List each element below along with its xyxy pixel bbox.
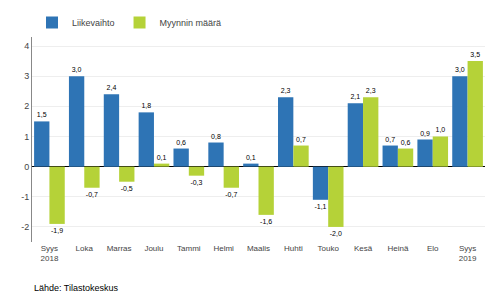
svg-text:Marras: Marras xyxy=(107,244,132,253)
svg-text:3,0: 3,0 xyxy=(72,66,82,73)
svg-text:-1,6: -1,6 xyxy=(260,218,272,225)
svg-text:Loka: Loka xyxy=(76,244,94,253)
svg-text:-2,0: -2,0 xyxy=(330,230,342,237)
svg-text:0,7: 0,7 xyxy=(385,136,395,143)
svg-text:-0,3: -0,3 xyxy=(190,179,202,186)
svg-text:2,4: 2,4 xyxy=(107,84,117,91)
svg-text:4: 4 xyxy=(24,41,29,51)
svg-text:1,5: 1,5 xyxy=(37,111,47,118)
svg-text:Touko: Touko xyxy=(318,244,340,253)
svg-text:0,9: 0,9 xyxy=(420,130,430,137)
svg-text:Kesä: Kesä xyxy=(354,244,373,253)
svg-text:1: 1 xyxy=(24,132,29,142)
svg-text:-2: -2 xyxy=(21,222,29,232)
svg-text:Elo: Elo xyxy=(427,244,439,253)
svg-text:Myynnin määrä: Myynnin määrä xyxy=(160,18,222,28)
svg-text:Heinä: Heinä xyxy=(387,244,408,253)
svg-text:Joulu: Joulu xyxy=(144,244,163,253)
svg-text:2,1: 2,1 xyxy=(350,93,360,100)
svg-text:-0,5: -0,5 xyxy=(121,185,133,192)
svg-text:0,8: 0,8 xyxy=(211,133,221,140)
svg-text:3,5: 3,5 xyxy=(470,51,480,58)
svg-text:-0,7: -0,7 xyxy=(225,191,237,198)
svg-text:3,0: 3,0 xyxy=(455,66,465,73)
svg-text:Liikevaihto: Liikevaihto xyxy=(72,18,115,28)
svg-text:0,6: 0,6 xyxy=(176,139,186,146)
svg-text:Tammi: Tammi xyxy=(177,244,201,253)
svg-text:0,1: 0,1 xyxy=(157,154,167,161)
svg-text:-1,1: -1,1 xyxy=(314,203,326,210)
svg-text:0,1: 0,1 xyxy=(246,154,256,161)
svg-text:1,0: 1,0 xyxy=(435,126,445,133)
svg-text:2,3: 2,3 xyxy=(281,87,291,94)
svg-text:2: 2 xyxy=(24,101,29,111)
svg-text:-1: -1 xyxy=(21,192,29,202)
svg-text:Syys2019: Syys2019 xyxy=(459,244,477,263)
svg-text:0,7: 0,7 xyxy=(296,136,306,143)
svg-text:0: 0 xyxy=(24,162,29,172)
svg-text:3: 3 xyxy=(24,71,29,81)
svg-text:-0,7: -0,7 xyxy=(86,191,98,198)
svg-text:Helmi: Helmi xyxy=(213,244,234,253)
svg-text:1,8: 1,8 xyxy=(141,102,151,109)
svg-text:Syys2018: Syys2018 xyxy=(41,244,59,263)
svg-text:Maalis: Maalis xyxy=(247,244,270,253)
svg-text:2,3: 2,3 xyxy=(366,87,376,94)
svg-text:0,6: 0,6 xyxy=(401,139,411,146)
svg-text:-1,9: -1,9 xyxy=(51,227,63,234)
svg-text:Huhti: Huhti xyxy=(284,244,303,253)
svg-text:Lähde: Tilastokeskus: Lähde: Tilastokeskus xyxy=(34,283,119,293)
